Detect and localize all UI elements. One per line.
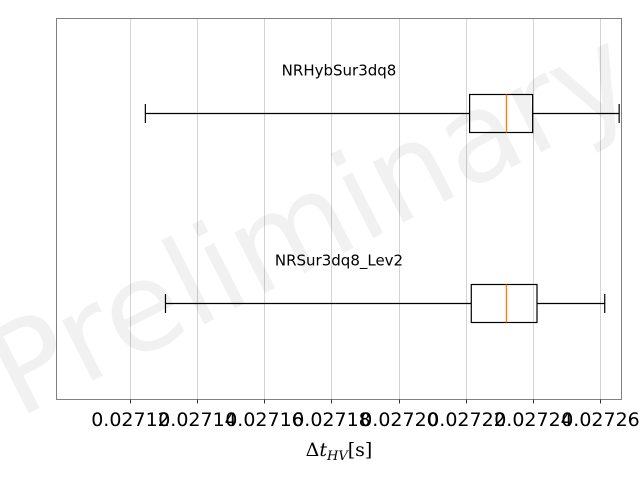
x-tick-label: 0.02726: [561, 409, 640, 431]
x-tick-label: 0.02724: [494, 409, 573, 431]
plot-frame: [56, 18, 622, 400]
box-group: NRHybSur3dq8: [144, 62, 620, 134]
x-axis-label: ΔtHV[s]: [306, 439, 373, 464]
x-tick-label: 0.02714: [158, 409, 237, 431]
box-series: NRHybSur3dq8 NRSur3dq8_Lev2: [144, 62, 620, 324]
x-tick-label: 0.02712: [91, 409, 170, 431]
series-label: NRHybSur3dq8: [282, 62, 397, 80]
x-tick-label: 0.02720: [360, 409, 439, 431]
x-tick-label: 0.02718: [292, 409, 371, 431]
box-group: NRSur3dq8_Lev2: [164, 252, 606, 324]
box-iqr: [470, 283, 538, 324]
series-label: NRSur3dq8_Lev2: [275, 252, 403, 271]
grid-lines: [130, 18, 601, 400]
box-iqr: [469, 93, 534, 134]
x-tick-label: 0.02716: [225, 409, 304, 431]
x-axis-tick-labels: 0.027120.027140.027160.027180.027200.027…: [91, 399, 640, 431]
x-tick-label: 0.02722: [427, 409, 506, 431]
